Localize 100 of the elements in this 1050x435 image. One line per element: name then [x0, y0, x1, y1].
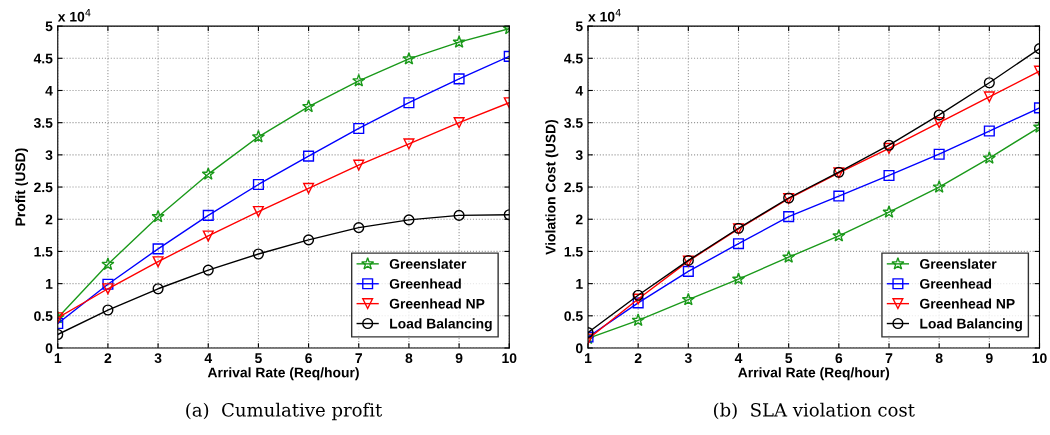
- y-tick-label: 2.5: [34, 182, 53, 193]
- point: [202, 230, 214, 242]
- legend-label: Greenhead NP: [920, 298, 1015, 309]
- point: [252, 205, 264, 218]
- x-tick-label: 4: [734, 353, 743, 363]
- point: [151, 209, 165, 223]
- point: [402, 51, 416, 65]
- point: [453, 209, 465, 221]
- x-tick-label: 2: [104, 353, 112, 363]
- point: [102, 283, 114, 295]
- x-tick-label: 5: [254, 353, 262, 364]
- y-tick-label: 4.5: [564, 53, 583, 64]
- point: [353, 122, 365, 135]
- x-tick-label: 3: [684, 353, 692, 364]
- x-tick-label: 3: [154, 353, 162, 364]
- point: [202, 209, 214, 221]
- x-tick-label: 1: [54, 353, 62, 363]
- point: [783, 211, 795, 223]
- text: (b) SLA violation cost: [713, 402, 915, 420]
- point: [983, 125, 995, 137]
- point: [202, 264, 214, 276]
- point: [452, 35, 466, 48]
- point: [102, 304, 114, 316]
- y-tick-label: 4.5: [33, 53, 53, 64]
- text: (a) Cumulative profit: [186, 402, 383, 421]
- point: [353, 159, 365, 171]
- x-tick-label: 9: [455, 353, 463, 364]
- point: [632, 293, 644, 305]
- point: [102, 278, 114, 290]
- point: [252, 248, 264, 260]
- y-tick-label: 0.5: [564, 311, 583, 321]
- y-tick-label: 0.5: [34, 311, 53, 321]
- point: [833, 190, 845, 202]
- point: [632, 297, 644, 309]
- y-tick-label: 2: [45, 214, 53, 225]
- y-tick-label: 1: [46, 279, 53, 289]
- point: [403, 97, 415, 109]
- legend-label: Greenhead NP: [389, 298, 485, 309]
- y-tick-label: 3.5: [564, 118, 583, 128]
- x-tick-label: 10: [502, 353, 517, 364]
- y-tick-label: 0: [45, 343, 53, 354]
- point: [682, 265, 694, 277]
- point: [252, 178, 264, 191]
- point: [152, 256, 164, 268]
- x-tick-label: 5: [785, 353, 793, 364]
- y-tick-label: 3: [575, 150, 583, 161]
- point: [883, 169, 895, 182]
- point: [982, 151, 996, 164]
- legend-label: Greenslater: [920, 258, 997, 269]
- text: x 10$^{4}$: [57, 9, 91, 22]
- point: [303, 182, 315, 194]
- point: [201, 167, 215, 180]
- point: [453, 117, 465, 129]
- point: [832, 229, 846, 242]
- legend-label: Greenslater: [389, 258, 467, 269]
- x-tick-label: 2: [634, 353, 642, 363]
- y-tick-label: 0: [575, 343, 583, 354]
- y-tick-label: 4: [575, 85, 584, 96]
- point: [782, 250, 796, 263]
- legend-label: Load Balancing: [920, 318, 1022, 332]
- point: [303, 234, 315, 246]
- point: [403, 214, 415, 226]
- y-axis-title: Violation Cost (USD): [545, 119, 559, 255]
- y-tick-label: 1: [576, 279, 583, 289]
- point: [152, 283, 164, 295]
- y-tick-label: 3.5: [33, 118, 53, 128]
- x-tick-label: 7: [885, 353, 893, 363]
- y-tick-label: 2: [575, 214, 583, 225]
- point: [631, 313, 645, 327]
- legend-label: Greenhead: [920, 278, 992, 289]
- x-tick-label: 8: [405, 353, 413, 364]
- point: [983, 91, 995, 103]
- point: [353, 222, 365, 234]
- text: x 10$^{4}$: [588, 9, 621, 22]
- point: [403, 138, 415, 150]
- x-tick-label: 6: [305, 353, 312, 364]
- point: [731, 272, 746, 285]
- legend-label: Load Balancing: [390, 318, 492, 332]
- point: [101, 257, 115, 271]
- point: [453, 73, 465, 85]
- x-tick-label: 6: [835, 353, 843, 364]
- point: [303, 150, 315, 162]
- x-tick-label: 7: [355, 353, 362, 363]
- x-tick-label: 4: [204, 353, 213, 363]
- x-axis-title: Arrival Rate (Req/hour): [738, 367, 890, 381]
- x-axis-title: Arrival Rate (Req/hour): [207, 367, 359, 381]
- y-tick-label: 1.5: [34, 246, 53, 257]
- point: [882, 205, 896, 218]
- x-tick-label: 9: [985, 353, 993, 364]
- y-tick-label: 4: [45, 85, 53, 96]
- x-tick-label: 8: [935, 353, 943, 364]
- point: [933, 148, 945, 160]
- y-tick-label: 3: [45, 150, 53, 161]
- point: [933, 117, 945, 129]
- point: [251, 129, 266, 143]
- y-tick-label: 5: [45, 21, 53, 32]
- point: [152, 243, 164, 255]
- point: [983, 77, 995, 89]
- point: [632, 289, 644, 301]
- point: [732, 238, 745, 250]
